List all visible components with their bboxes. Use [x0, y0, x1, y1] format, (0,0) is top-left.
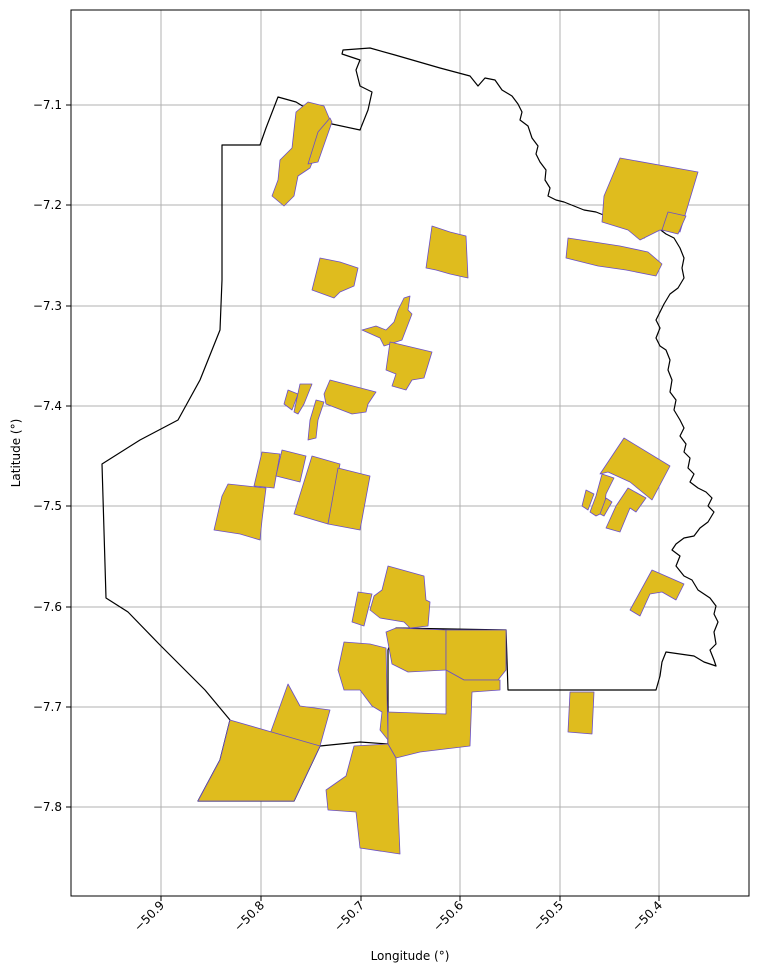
y-tick-label: −7.4: [33, 399, 62, 413]
parcel: [327, 467, 371, 531]
parcel: [253, 451, 281, 489]
parcel: [271, 101, 331, 207]
y-tick-label: −7.6: [33, 600, 62, 614]
parcel: [275, 449, 307, 483]
y-tick-label: −7.8: [33, 800, 62, 814]
parcel: [197, 719, 321, 802]
parcel: [325, 743, 401, 855]
y-tick-label: −7.3: [33, 299, 62, 313]
parcel: [599, 497, 613, 517]
x-axis-label: Longitude (°): [371, 949, 450, 963]
parcel: [605, 487, 647, 533]
y-tick-label: −7.2: [33, 198, 62, 212]
y-tick-label: −7.5: [33, 499, 62, 513]
y-tick-label: −7.1: [33, 98, 62, 112]
parcel: [361, 295, 413, 347]
parcel: [565, 237, 663, 277]
parcel: [307, 117, 333, 165]
x-tick-label: −50.4: [629, 898, 665, 934]
x-ticks: [160, 896, 660, 901]
parcel: [581, 489, 595, 511]
parcel: [323, 379, 377, 415]
y-tick-label: −7.7: [33, 700, 62, 714]
x-tick-label: −50.8: [231, 898, 267, 934]
parcel: [387, 669, 501, 759]
x-tick-label: −50.5: [530, 898, 566, 934]
municipality-boundary: [101, 47, 719, 802]
parcel: [599, 437, 671, 501]
parcel: [385, 627, 447, 673]
parcel: [369, 565, 431, 629]
y-axis-label: Latitude (°): [9, 419, 23, 488]
parcel: [213, 483, 267, 541]
parcel: [445, 629, 507, 681]
parcel: [567, 691, 595, 735]
parcel: [601, 157, 699, 241]
x-tick-label: −50.9: [131, 898, 167, 934]
parcel: [293, 383, 313, 415]
parcel: [425, 225, 469, 279]
x-tick-label: −50.7: [331, 898, 367, 934]
parcel: [351, 591, 373, 627]
x-tick-label: −50.6: [430, 898, 466, 934]
grid: [71, 10, 749, 896]
y-ticks: [66, 104, 71, 808]
parcel: [311, 257, 359, 299]
parcel: [337, 641, 389, 741]
parcel: [629, 569, 685, 617]
axes-frame: [70, 9, 750, 897]
parcel: [283, 389, 299, 411]
parcel: [661, 211, 687, 235]
parcel: [307, 399, 325, 441]
parcel: [385, 341, 433, 391]
parcels: [197, 101, 699, 855]
